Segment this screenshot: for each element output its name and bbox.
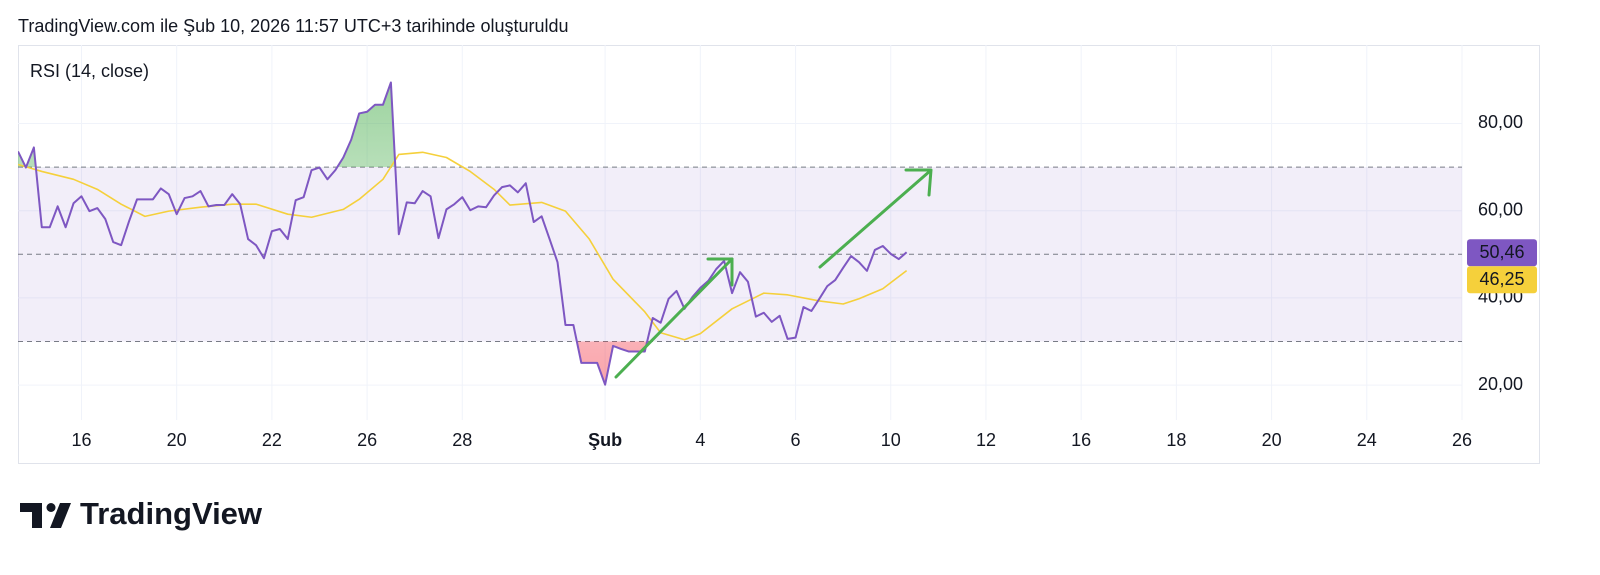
x-tick-label: 16 — [1071, 430, 1091, 450]
series-line — [18, 81, 908, 386]
trend-arrow — [818, 169, 932, 269]
band-layer — [18, 166, 1462, 343]
x-tick-label: 20 — [167, 430, 187, 450]
logo-mark — [20, 503, 42, 528]
x-tick-label: Şub — [588, 430, 622, 450]
logo-mark — [46, 503, 56, 512]
grid-layer — [18, 45, 1463, 420]
trend-arrow — [614, 257, 734, 379]
x-tick-label: 12 — [976, 430, 996, 450]
x-tick-label: 20 — [1262, 430, 1282, 450]
y-tick-label: 60,00 — [1478, 199, 1523, 219]
x-tick-label: 6 — [791, 430, 801, 450]
trend-arrows — [614, 168, 933, 379]
x-tick-label: 24 — [1357, 430, 1377, 450]
x-tick-label: 28 — [452, 430, 472, 450]
logo-mark — [50, 503, 71, 528]
tag-layer: 50,46 46,25 — [1467, 239, 1537, 294]
x-tick-label: 4 — [695, 430, 705, 450]
line-layer — [18, 81, 908, 386]
last-value-tag — [1467, 266, 1537, 294]
x-tick-label: 26 — [357, 430, 377, 450]
arrow-head — [706, 257, 734, 287]
x-tick-label: 18 — [1166, 430, 1186, 450]
last-value-label: 50,46 — [1479, 242, 1524, 262]
x-tick-label: 26 — [1452, 430, 1472, 450]
logo-text: TradingView — [80, 496, 263, 531]
y-tick-label: 80,00 — [1478, 112, 1523, 132]
arrow-head — [904, 168, 933, 197]
header-text: TradingView.com ile Şub 10, 2026 11:57 U… — [18, 16, 569, 36]
x-tick-label: 10 — [881, 430, 901, 450]
x-tick-label: 16 — [71, 430, 91, 450]
logo: TradingView — [20, 496, 263, 531]
last-value-tag — [1467, 239, 1537, 267]
indicator-title: RSI (14, close) — [30, 61, 149, 81]
x-tick-label: 22 — [262, 430, 282, 450]
series-line — [18, 151, 908, 341]
last-value-label: 46,25 — [1479, 269, 1524, 289]
axis-layer: 16 20 22 26 28 Şub 4 6 10 12 16 18 20 24 26 80,00 60,00 4… — [71, 112, 1523, 450]
y-tick-label: 20,00 — [1478, 374, 1523, 394]
